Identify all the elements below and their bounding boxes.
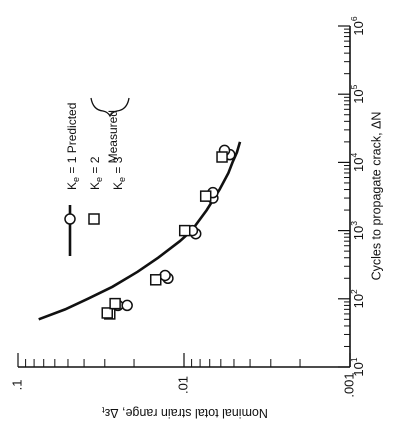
x-tick-label: 106 bbox=[349, 16, 366, 35]
ticks bbox=[17, 25, 351, 368]
x-tick-label: 102 bbox=[349, 289, 366, 308]
legend-square-sample bbox=[88, 213, 100, 225]
legend-circle-sample bbox=[64, 213, 76, 225]
legend-label-ke3: Ke = 3 bbox=[111, 156, 127, 190]
axes bbox=[18, 26, 351, 368]
tick-labels: 101 102 103 104 105 106 .1 .01 .001 bbox=[9, 16, 366, 398]
measured-point-ke2 bbox=[121, 299, 133, 312]
measured-point-ke3 bbox=[149, 274, 162, 286]
legend-label-ke2: Ke = 2 bbox=[88, 156, 104, 190]
measured-point-ke3 bbox=[101, 307, 113, 319]
y-tick-label: .1 bbox=[9, 380, 24, 391]
legend-measured-label: Measured bbox=[106, 110, 120, 163]
measured-point-ke3 bbox=[109, 297, 121, 310]
x-tick-label: 104 bbox=[349, 153, 366, 172]
y-axis-title: Nominal total strain range, Δεt bbox=[102, 405, 268, 420]
x-tick-label: 105 bbox=[349, 84, 366, 103]
measured-point-ke3 bbox=[178, 224, 191, 237]
legend-label-predicted: Ke = 1 Predicted bbox=[65, 103, 81, 190]
y-tick-label: .01 bbox=[175, 376, 190, 394]
x-tick-label: 103 bbox=[349, 221, 366, 240]
measured-point-ke2 bbox=[159, 269, 171, 282]
x-tick-label: 101 bbox=[349, 357, 366, 376]
axis-titles: Cycles to propagate crack, ΔN Nominal tot… bbox=[102, 112, 384, 420]
measured-point-ke3 bbox=[216, 151, 228, 163]
measured-point-ke3 bbox=[199, 190, 212, 202]
legend-brace bbox=[90, 97, 130, 118]
y-tick-label: .001 bbox=[341, 372, 356, 397]
series-layer bbox=[38, 141, 242, 321]
x-axis-title: Cycles to propagate crack, ΔN bbox=[369, 112, 383, 281]
